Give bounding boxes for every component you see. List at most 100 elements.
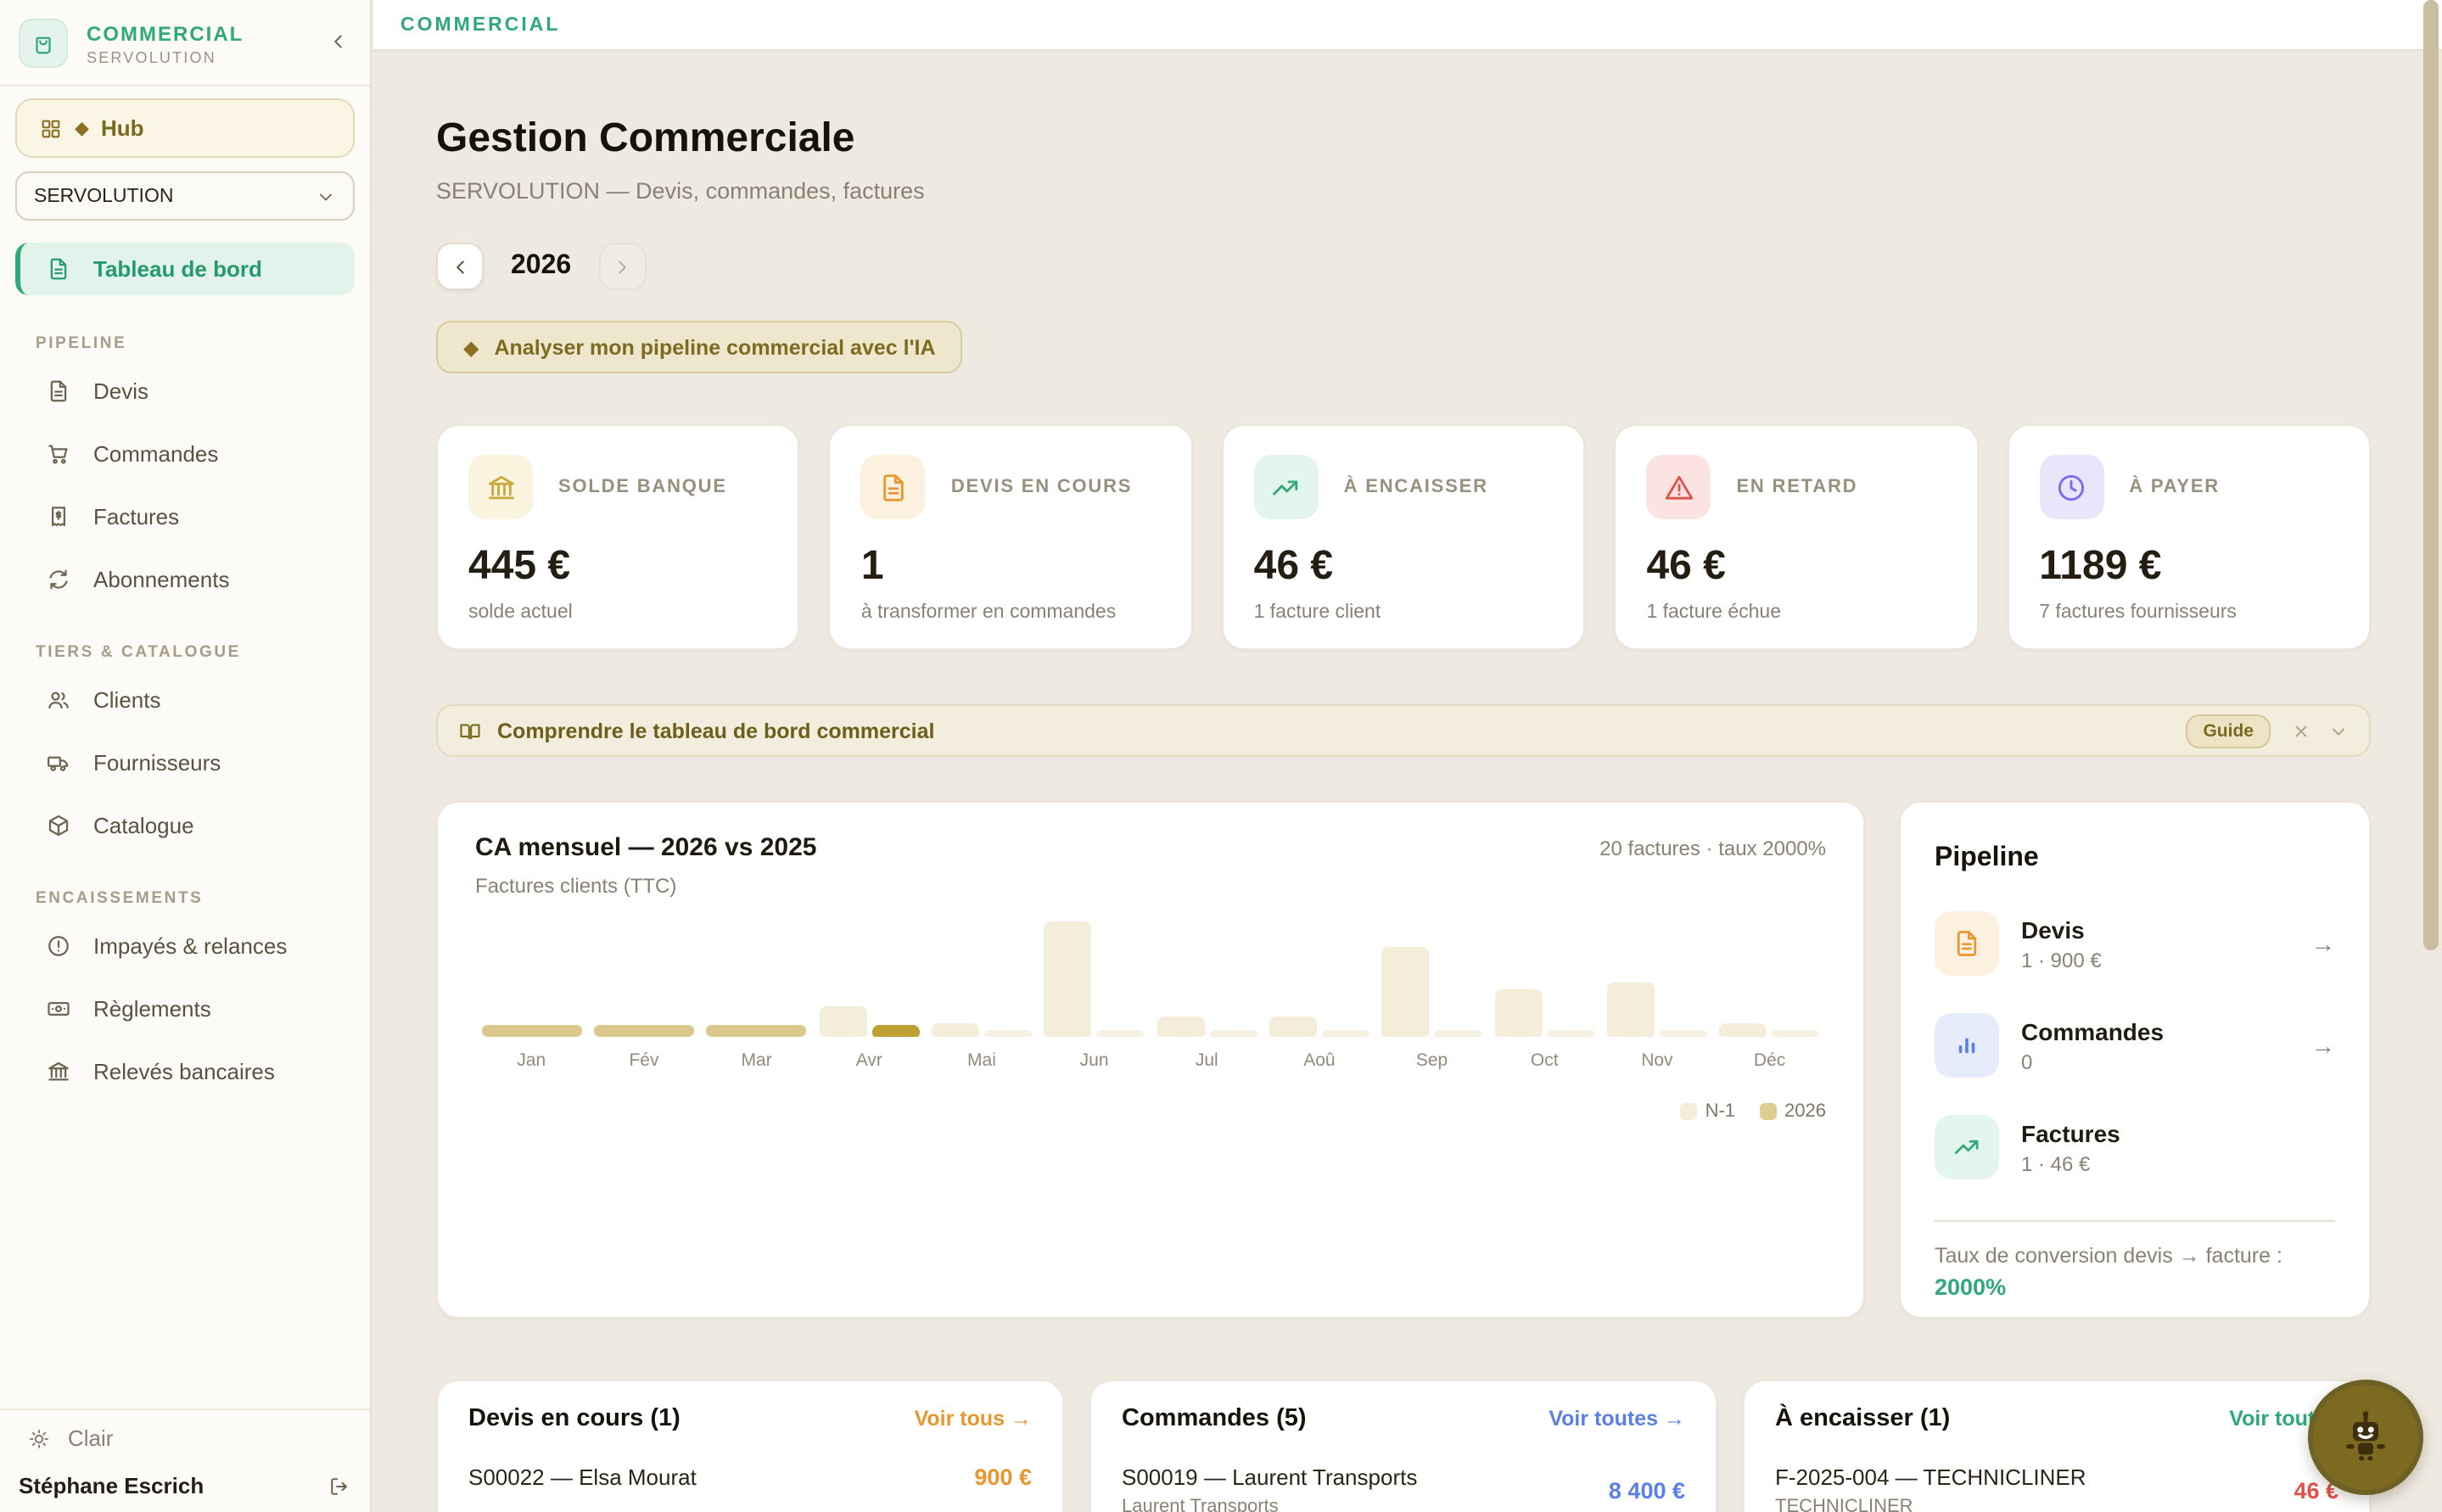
kpi-card-a-encaisser: À ENCAISSER 46 € 1 facture client xyxy=(1221,424,1586,650)
chart-x-axis: Jan Fév Mar Avr Mai Jun Jul Aoû Sep Oct Nov Déc xyxy=(475,1050,1826,1071)
chart-bar xyxy=(1494,989,1543,1037)
chevron-left-icon xyxy=(449,255,471,277)
conversion-rate-value: 2000% xyxy=(1935,1274,2007,1300)
sidebar-item-label: Commandes xyxy=(93,440,219,466)
legend-label: 2026 xyxy=(1784,1101,1826,1122)
bar-chart-plot xyxy=(475,904,1826,1037)
chart-bar xyxy=(1157,1016,1205,1037)
axis-label: Jan xyxy=(517,1050,546,1071)
sidebar-item-devis[interactable]: Devis xyxy=(15,365,355,416)
pipeline-row-sub: 1 · 900 € xyxy=(2021,948,2102,972)
arrow-right-icon[interactable]: → xyxy=(2311,930,2335,957)
legend-swatch xyxy=(1759,1103,1777,1120)
axis-label: Jun xyxy=(1079,1050,1109,1071)
sidebar-item-commandes[interactable]: Commandes xyxy=(15,428,355,479)
chart-bar xyxy=(1096,1030,1145,1037)
see-all-link[interactable]: Voir toutes → xyxy=(1549,1407,1685,1431)
item-sub: Laurent Transports xyxy=(1122,1497,1279,1512)
arrow-right-icon[interactable]: → xyxy=(2311,1032,2335,1059)
hub-button[interactable]: ◆ Hub xyxy=(15,98,355,158)
chevron-down-icon[interactable] xyxy=(2328,720,2349,741)
alert-triangle-icon xyxy=(1662,471,1694,503)
guide-banner[interactable]: Comprendre le tableau de bord commercial… xyxy=(436,704,2371,757)
kpi-icon-box xyxy=(1646,455,1711,519)
theme-toggle[interactable]: Clair xyxy=(19,1425,351,1451)
sidebar-item-label: Relevés bancaires xyxy=(93,1058,275,1084)
refresh-icon xyxy=(46,566,71,591)
truck-icon xyxy=(46,749,71,775)
close-icon[interactable] xyxy=(2291,720,2311,741)
page-subtitle: SERVOLUTION — Devis, commandes, factures xyxy=(436,178,925,204)
chart-bar xyxy=(871,1025,920,1037)
ai-analyze-button[interactable]: ◆ Analyser mon pipeline commercial avec … xyxy=(436,321,963,373)
sidebar-item-tableau-de-bord[interactable]: Tableau de bord xyxy=(15,243,355,295)
page-title: Gestion Commerciale xyxy=(436,115,855,161)
sidebar-item-label: Catalogue xyxy=(93,812,194,837)
sidebar-collapse-button[interactable] xyxy=(324,26,353,60)
dashboard-icon xyxy=(46,256,71,282)
bar-chart-icon xyxy=(1952,1030,1982,1061)
hub-label: Hub xyxy=(100,115,144,141)
sidebar-item-label: Factures xyxy=(93,503,180,529)
legend-label: N-1 xyxy=(1705,1101,1736,1122)
sidebar-item-clients[interactable]: Clients xyxy=(15,674,355,725)
kpi-icon-box xyxy=(468,455,533,519)
company-select[interactable]: SERVOLUTION xyxy=(15,171,355,221)
chart-month-slot xyxy=(475,1025,588,1037)
list-item[interactable]: S00022 — Elsa Mourat 900 € xyxy=(468,1464,1032,1512)
list-item[interactable]: S00019 — Laurent Transports Laurent Trans… xyxy=(1122,1464,1685,1512)
users-icon xyxy=(46,686,71,712)
year-next-button[interactable] xyxy=(598,243,647,290)
content: Gestion Commerciale SERVOLUTION — Devis,… xyxy=(373,51,2442,1512)
sidebar-item-abonnements[interactable]: Abonnements xyxy=(15,553,355,604)
chart-bar xyxy=(706,1025,807,1037)
assistant-robot-fab[interactable] xyxy=(2308,1380,2423,1495)
grid-icon xyxy=(39,116,63,140)
pipeline-card: Pipeline Devis 1 · 900 € → Commandes 0 → Factu… xyxy=(1899,801,2371,1319)
kpi-value: 1 xyxy=(860,543,884,589)
user-row: Stéphane Escrich xyxy=(19,1473,351,1498)
chart-bar xyxy=(593,1025,694,1037)
sidebar-item-catalogue[interactable]: Catalogue xyxy=(15,799,355,850)
sidebar: COMMERCIAL SERVOLUTION ◆ Hub SERVOLUTION… xyxy=(0,0,372,1512)
chart-month-slot xyxy=(700,1025,813,1037)
list-item[interactable]: F-2025-004 — TECHNICLINER TECHNICLINER 46 … xyxy=(1775,1464,2338,1512)
year-nav: 2026 xyxy=(436,243,2371,290)
sidebar-item-label: Abonnements xyxy=(93,566,230,591)
sidebar-item-reglements[interactable]: Règlements xyxy=(15,983,355,1033)
app-name: COMMERCIAL xyxy=(87,21,244,45)
app-subtitle: SERVOLUTION xyxy=(87,48,216,65)
chart-bar xyxy=(1269,1016,1317,1037)
chevron-right-icon xyxy=(611,255,633,277)
chevron-down-icon xyxy=(316,186,336,206)
item-name: F-2025-004 — TECHNICLINER xyxy=(1775,1464,2086,1490)
sidebar-item-factures[interactable]: Factures xyxy=(15,490,355,541)
kpi-card-en-retard: EN RETARD 46 € 1 facture échue xyxy=(1614,424,1979,650)
chart-bar xyxy=(983,1030,1032,1037)
nav-section-label: ENCAISSEMENTS xyxy=(36,889,204,908)
sidebar-item-label: Tableau de bord xyxy=(93,256,262,282)
bottom-cards-row: Devis en cours (1) Voir tous → S00022 — El… xyxy=(436,1380,2371,1512)
sidebar-header: COMMERCIAL SERVOLUTION xyxy=(0,0,370,87)
year-prev-button[interactable] xyxy=(436,243,484,290)
page-scrollbar[interactable] xyxy=(2423,0,2439,950)
chart-meta: 20 factures · taux 2000% xyxy=(1599,837,1826,860)
card-a-encaisser-1: À encaisser (1) Voir toutes F-2025-004 — T… xyxy=(1743,1380,2371,1512)
see-all-link[interactable]: Voir tous → xyxy=(914,1407,1032,1431)
axis-label: Avr xyxy=(855,1050,882,1071)
item-amount: 900 € xyxy=(974,1464,1032,1490)
kpi-value: 46 € xyxy=(1253,543,1334,589)
pipeline-row-sub: 0 xyxy=(2021,1050,2033,1073)
kpi-label: DEVIS EN COURS xyxy=(950,477,1133,497)
sidebar-item-fournisseurs[interactable]: Fournisseurs xyxy=(15,736,355,787)
sidebar-item-releves-bancaires[interactable]: Relevés bancaires xyxy=(15,1045,355,1096)
item-name: S00019 — Laurent Transports xyxy=(1122,1464,1418,1490)
pipeline-icon-box xyxy=(1935,1115,1999,1179)
card-devis-en-cours-1: Devis en cours (1) Voir tous → S00022 — El… xyxy=(436,1380,1064,1512)
axis-label: Sep xyxy=(1415,1050,1448,1071)
pipeline-row-label: Commandes xyxy=(2021,1017,2165,1044)
sidebar-item-impayes-relances[interactable]: Impayés & relances xyxy=(15,920,355,971)
logout-icon[interactable] xyxy=(328,1474,351,1498)
kpi-sub: solde actuel xyxy=(468,602,573,623)
